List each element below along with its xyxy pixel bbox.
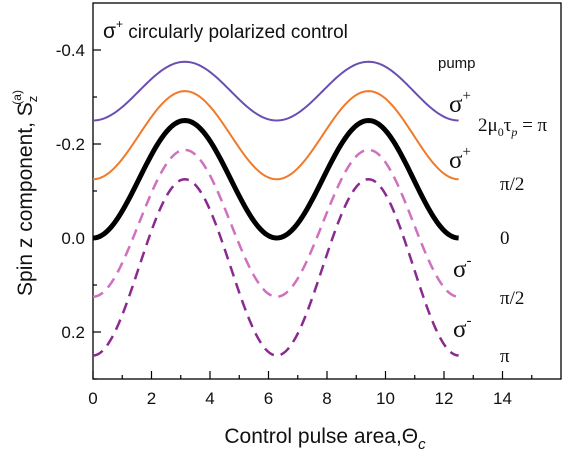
y-axis-title-sup: (a) [10, 90, 24, 105]
annotation-pulse-label: 2μ0τp = π [478, 115, 548, 139]
series-line-4 [92, 148, 459, 298]
annotation-level-2: 0 [500, 228, 510, 249]
x-tick-label: 14 [493, 389, 512, 408]
x-axis-title-main: Control pulse area, [224, 425, 401, 448]
y-axis-title-S: S [14, 102, 37, 116]
series-line-2 [92, 90, 459, 181]
x-tick-label: 12 [435, 389, 454, 408]
y-tick-label: -0.4 [56, 41, 85, 60]
x-axis-title-sub: c [418, 436, 426, 453]
x-tick-label: 2 [147, 389, 156, 408]
chart-title: σ+ circularly polarized control [103, 17, 348, 43]
pulse-sub0: 0 [498, 125, 504, 139]
annotation-sigma-plus-2: σ+ [449, 144, 471, 174]
x-tick-label: 8 [322, 389, 331, 408]
sigma-plus-1-sup: + [462, 88, 470, 104]
sigma-plus-1-sym: σ [449, 91, 463, 118]
y-tick-label: 0.0 [61, 229, 85, 248]
annotation-sigma-minus-1: σ- [453, 253, 471, 283]
pulse-pre: 2μ [478, 115, 498, 136]
y-axis-title: Spin z component, Sz(a) [10, 90, 40, 296]
axis-frame-group [92, 2, 562, 380]
annotation-sigma-minus-2: σ- [453, 313, 471, 343]
annotation-level-4: π [500, 346, 510, 367]
annotation-sigma-plus-1: σ+ [449, 88, 471, 118]
series-line-5 [92, 178, 459, 357]
pulse-post: = π [517, 115, 547, 136]
y-tick-label: -0.2 [56, 135, 85, 154]
x-tick-label: 4 [205, 389, 214, 408]
sigma-plus-2-sup: + [462, 144, 470, 160]
title-sigma: σ [103, 20, 116, 43]
series-layer [92, 60, 459, 357]
title-rest: circularly polarized control [123, 22, 348, 43]
x-tick-label: 6 [264, 389, 273, 408]
annotation-level-1: π/2 [500, 174, 524, 195]
x-axis-title-theta: Θ [402, 425, 418, 448]
sigma-minus-2-sup: - [466, 313, 471, 329]
pulse-tau: τ [504, 115, 512, 136]
plot-frame [92, 2, 562, 380]
sigma-minus-1-sup: - [466, 253, 471, 269]
x-tick-label: 10 [376, 389, 395, 408]
sigma-minus-1-sym: σ [453, 256, 467, 283]
title-sup: + [116, 17, 123, 31]
sigma-plus-2-sym: σ [449, 147, 463, 174]
series-line-3 [92, 118, 459, 241]
x-tick-label: 0 [88, 389, 97, 408]
x-axis-title: Control pulse area,Θc [224, 425, 426, 453]
annotation-pump: pump [438, 55, 476, 72]
sigma-minus-2-sym: σ [453, 316, 467, 343]
ticks-layer: 0 2 4 6 8 10 12 14 0.2 0.0 -0.2 -0.4 [56, 41, 533, 408]
y-axis-title-sub: z [25, 96, 40, 103]
annotation-level-3: π/2 [500, 288, 524, 309]
pulse-subp: p [510, 125, 517, 139]
y-axis-title-main: Spin z component, [14, 116, 37, 296]
y-tick-label: 0.2 [61, 323, 85, 342]
series-line-1 [92, 60, 459, 122]
